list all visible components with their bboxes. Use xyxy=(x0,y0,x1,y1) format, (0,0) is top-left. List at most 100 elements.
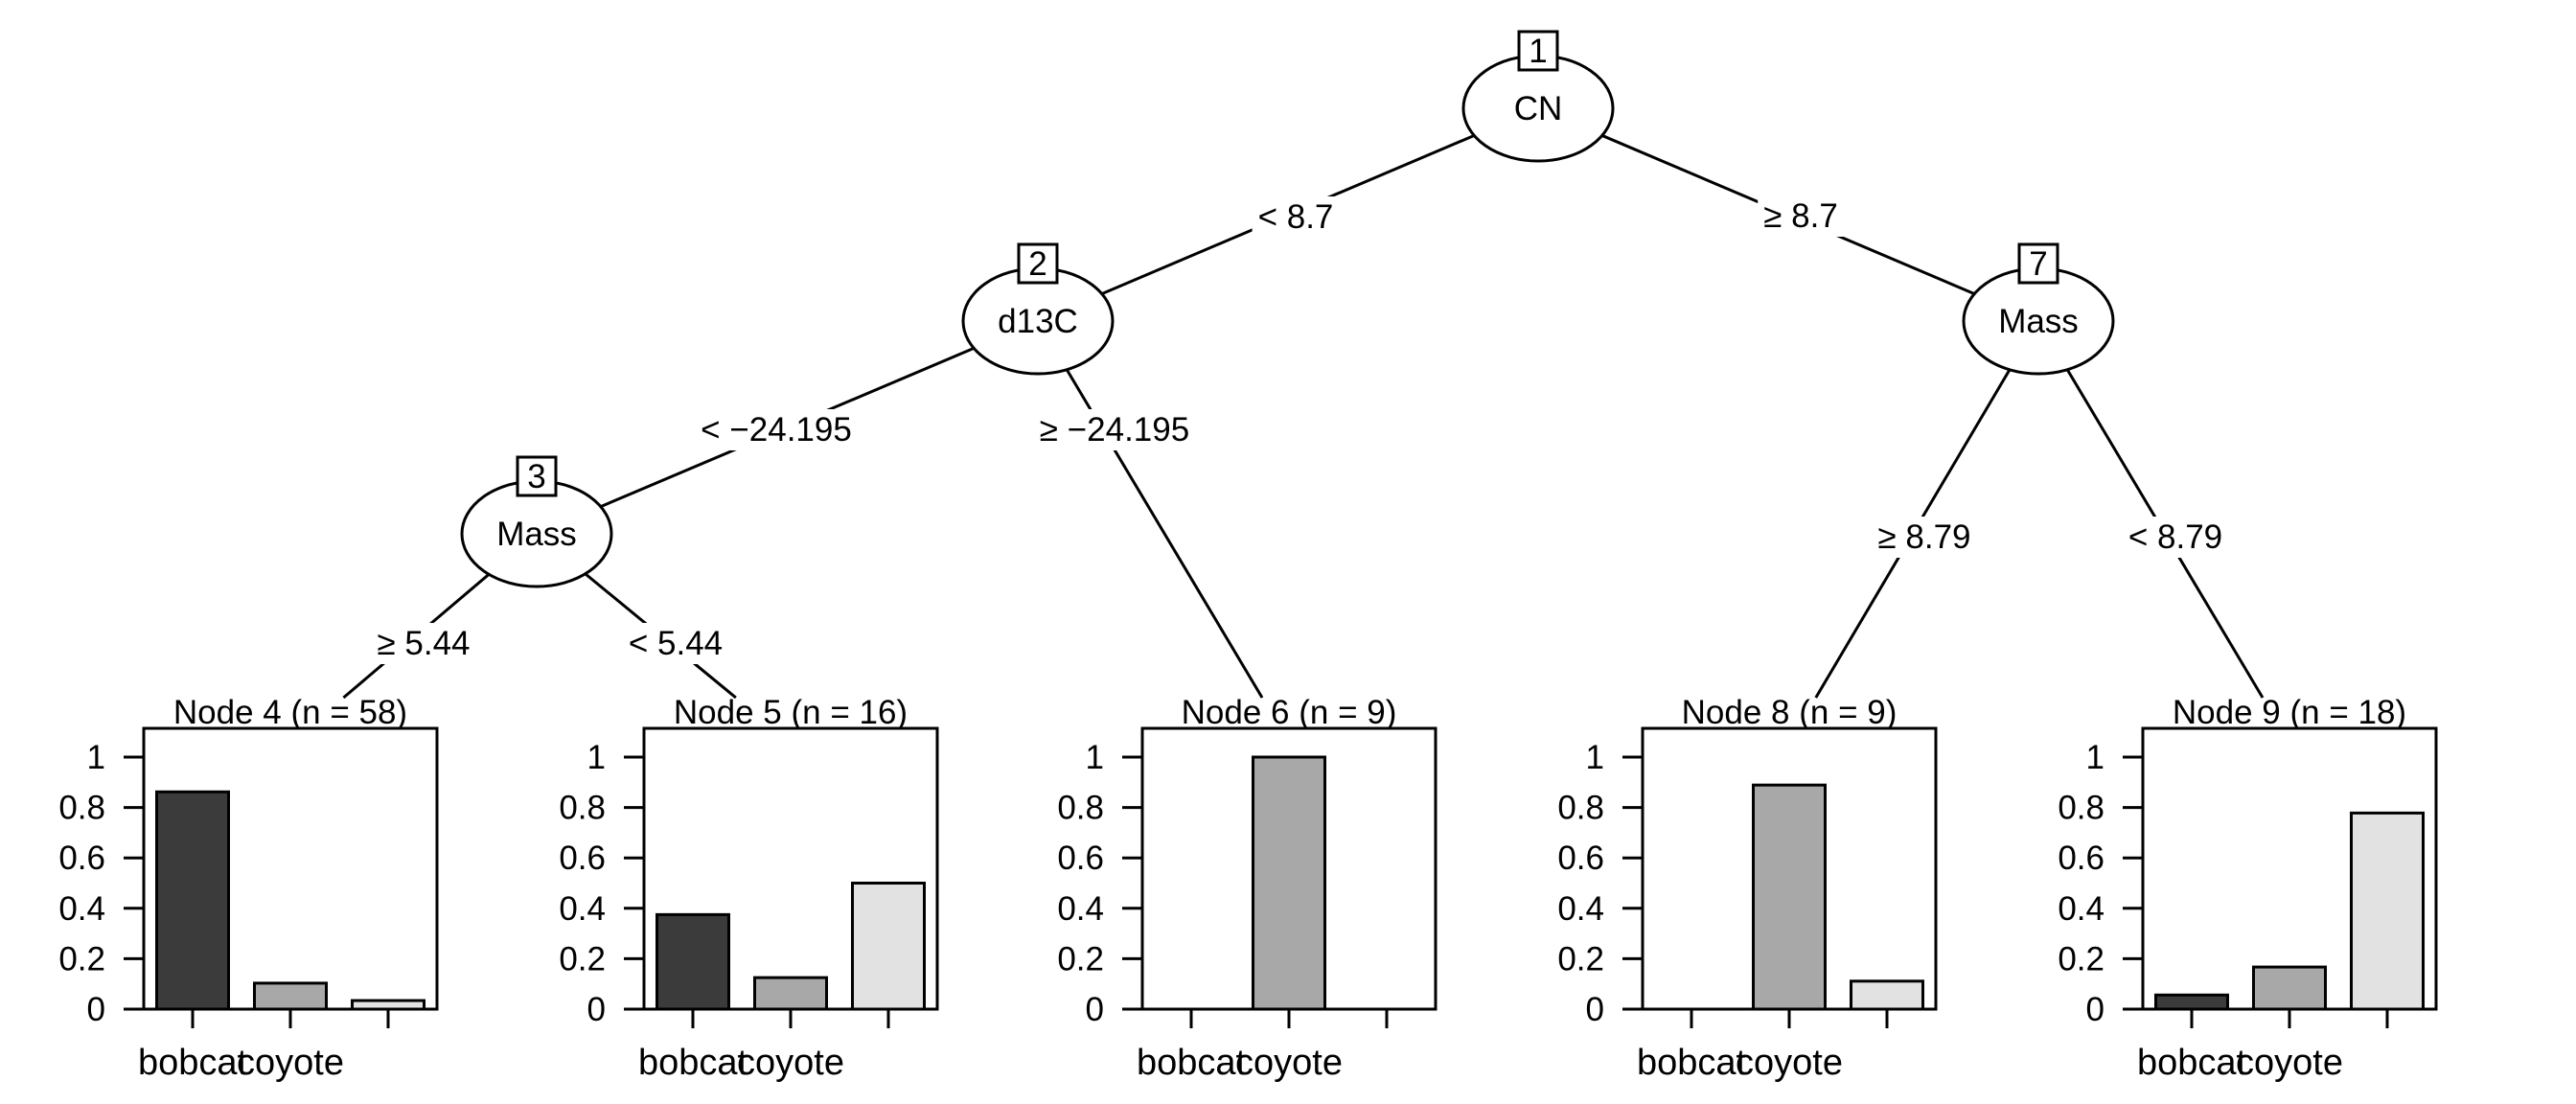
edge-label-3-4: ≥ 5.44 xyxy=(371,623,476,664)
panel-title: Node 6 (n = 9) xyxy=(1182,694,1397,731)
y-axis-tick-label: 0 xyxy=(87,991,105,1028)
x-category-label: bobcat xyxy=(1637,1043,1747,1083)
node-id: 2 xyxy=(1028,245,1046,283)
inner-node-3: Mass 3 xyxy=(460,455,613,588)
y-axis-tick-label: 0.2 xyxy=(2058,940,2104,978)
inner-node-1: CN 1 xyxy=(1461,30,1615,163)
node-id-box xyxy=(516,455,558,497)
edge-split-rule: ≥ −24.195 xyxy=(1040,411,1189,448)
edge-2-6 xyxy=(1036,320,1264,699)
edge-label-2-6: ≥ −24.195 xyxy=(1033,409,1196,450)
x-category-label: coyote xyxy=(1736,1043,1843,1083)
edge-label-1-7: ≥ 8.7 xyxy=(1758,196,1844,237)
x-category-label: bobcat xyxy=(1137,1043,1247,1083)
x-category-label: coyote xyxy=(1235,1043,1343,1083)
y-axis-tick-label: 0 xyxy=(587,991,606,1028)
y-axis-tick-label: 0.8 xyxy=(559,790,606,827)
x-category-label: bobcat xyxy=(2137,1043,2247,1083)
edge-7-9 xyxy=(2036,320,2265,699)
y-axis-tick-label: 0.2 xyxy=(1557,940,1604,978)
y-axis-tick-label: 0.8 xyxy=(1057,790,1104,827)
terminal-panel-node-5: Node 5 (n = 16) 0 0.2 0.4 0.6 0.8 1 bobcatcoyot… xyxy=(559,694,939,1083)
y-axis-tick-label: 0.6 xyxy=(1057,840,1104,877)
bar-coyote xyxy=(1252,755,1326,1011)
edge-label-background xyxy=(1252,196,1340,238)
terminal-panel-node-4: Node 4 (n = 58) 0 0.2 0.4 0.6 0.8 1 bobcatcoyot… xyxy=(58,694,439,1083)
inner-node-7: Mass 7 xyxy=(1962,242,2115,376)
bar-class-3 xyxy=(2350,811,2425,1011)
bar-coyote xyxy=(753,976,828,1011)
y-axis-tick-label: 1 xyxy=(87,739,105,776)
edge-label-background xyxy=(371,623,476,664)
edge-label-background xyxy=(2122,517,2229,558)
bar-coyote xyxy=(1752,783,1827,1011)
y-axis-tick-label: 0 xyxy=(2086,991,2104,1028)
edge-label-1-2: < 8.7 xyxy=(1252,196,1340,238)
y-axis-tick-label: 0.6 xyxy=(58,840,105,877)
y-axis-tick-label: 0.6 xyxy=(1557,840,1604,877)
edge-label-2-3: < −24.195 xyxy=(695,409,858,450)
y-axis-tick-label: 0.4 xyxy=(58,890,105,928)
y-axis-tick-label: 0.4 xyxy=(559,890,606,928)
panel-title: Node 4 (n = 58) xyxy=(173,694,407,731)
y-axis-tick-label: 0.6 xyxy=(559,840,606,877)
edge-split-rule: ≥ 8.79 xyxy=(1877,518,1970,556)
x-category-label: coyote xyxy=(237,1043,344,1083)
y-axis-tick-label: 0.2 xyxy=(58,940,105,978)
edge-label-7-9: < 8.79 xyxy=(2122,517,2229,558)
node-id-box xyxy=(2017,242,2059,285)
y-axis-tick-label: 1 xyxy=(1586,739,1604,776)
y-axis-tick-label: 0 xyxy=(1586,991,1604,1028)
terminal-panel-node-9: Node 9 (n = 18) 0 0.2 0.4 0.6 0.8 1 bobcatcoyot… xyxy=(2058,694,2438,1083)
x-category-label: coyote xyxy=(737,1043,844,1083)
node-split-variable: d13C xyxy=(998,303,1078,340)
bar-coyote xyxy=(2252,965,2327,1011)
y-axis-tick-label: 1 xyxy=(587,739,606,776)
bar-bobcat xyxy=(2154,993,2229,1011)
x-category-label: bobcat xyxy=(638,1043,748,1083)
y-axis-tick-label: 0.8 xyxy=(2058,790,2104,827)
y-axis-tick-label: 0.4 xyxy=(1057,890,1104,928)
x-category-label: coyote xyxy=(2236,1043,2343,1083)
bar-bobcat xyxy=(656,912,730,1011)
bar-class-3 xyxy=(851,882,926,1011)
y-axis-tick-label: 1 xyxy=(1086,739,1104,776)
edge-label-3-5: < 5.44 xyxy=(622,623,729,664)
bar-coyote xyxy=(253,981,328,1011)
bar-bobcat xyxy=(155,790,230,1011)
edge-label-background xyxy=(695,409,858,450)
edge-split-rule: ≥ 8.7 xyxy=(1763,197,1838,235)
bar-class-3 xyxy=(1850,979,1924,1011)
y-axis-tick-label: 0.2 xyxy=(1057,940,1104,978)
node-split-variable: CN xyxy=(1514,90,1563,127)
y-axis-tick-label: 0 xyxy=(1086,991,1104,1028)
edge-label-background xyxy=(622,623,729,664)
edge-split-rule: < 8.7 xyxy=(1258,198,1334,236)
x-category-label: bobcat xyxy=(138,1043,248,1083)
node-id: 1 xyxy=(1529,33,1547,70)
y-axis-tick-label: 0.2 xyxy=(559,940,606,978)
edge-split-rule: ≥ 5.44 xyxy=(377,625,470,662)
y-axis-tick-label: 0.4 xyxy=(1557,890,1604,928)
edge-label-background xyxy=(1872,517,1977,558)
bar-class-3 xyxy=(351,999,426,1011)
node-id-box xyxy=(1017,242,1059,285)
edge-label-background xyxy=(1033,409,1196,450)
edge-split-rule: < 5.44 xyxy=(629,625,723,662)
y-axis-tick-label: 0.8 xyxy=(58,790,105,827)
node-id: 3 xyxy=(527,458,545,495)
node-split-variable: Mass xyxy=(496,516,577,553)
y-axis-tick-label: 0.8 xyxy=(1557,790,1604,827)
y-axis-tick-label: 0.4 xyxy=(2058,890,2104,928)
edge-label-7-8: ≥ 8.79 xyxy=(1872,517,1977,558)
y-axis-tick-label: 0.6 xyxy=(2058,840,2104,877)
edge-7-8 xyxy=(1814,320,2040,699)
node-id: 7 xyxy=(2029,245,2047,283)
edge-label-background xyxy=(1758,196,1844,237)
panel-title: Node 8 (n = 9) xyxy=(1682,694,1898,731)
panel-title: Node 9 (n = 18) xyxy=(2173,694,2406,731)
